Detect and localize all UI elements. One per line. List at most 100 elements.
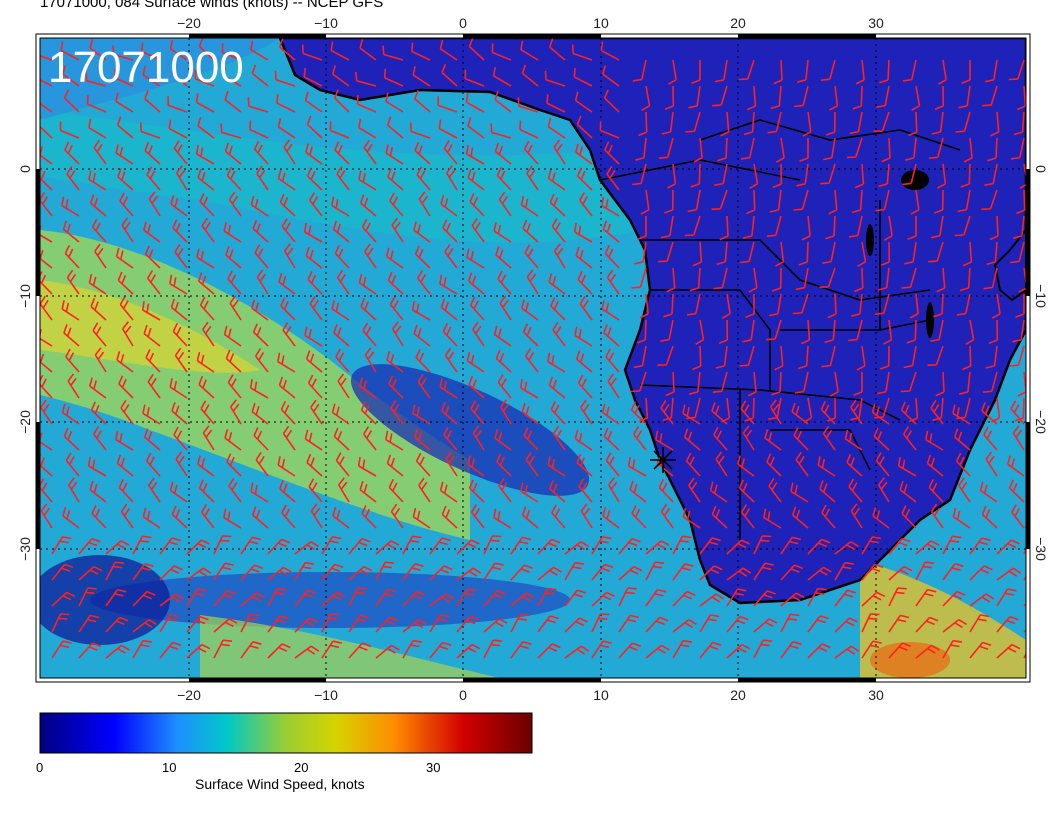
wind-barb-icon bbox=[933, 293, 944, 318]
lat-tick-left: 0 bbox=[17, 165, 33, 173]
wind-barb-icon bbox=[78, 537, 101, 555]
wind-barb-icon bbox=[252, 323, 269, 347]
wind-barb-icon bbox=[632, 163, 647, 186]
wind-barb-icon bbox=[360, 297, 377, 321]
wind-barb-icon bbox=[143, 324, 161, 347]
wind-barb-icon bbox=[119, 296, 134, 321]
wind-barb-icon bbox=[952, 404, 971, 425]
wind-barb-icon bbox=[591, 591, 616, 607]
wind-barb-icon bbox=[304, 326, 323, 347]
wind-barb-icon bbox=[792, 293, 809, 315]
wind-barb-icon bbox=[726, 643, 751, 659]
wind-barb-icon bbox=[1015, 294, 1025, 318]
wind-barb-icon bbox=[310, 399, 323, 425]
wind-barb-icon bbox=[253, 427, 269, 451]
wind-barb-icon bbox=[798, 241, 809, 266]
wind-barb-icon bbox=[229, 295, 242, 321]
wind-barb-icon bbox=[824, 319, 836, 344]
wind-barb-icon bbox=[456, 643, 481, 659]
wind-barb-icon bbox=[935, 371, 945, 397]
wind-barb-icon bbox=[655, 430, 674, 451]
run-id-label: 17071000 bbox=[48, 43, 244, 92]
wind-barb-icon bbox=[937, 59, 947, 85]
wind-barb-icon bbox=[175, 451, 188, 477]
wind-barb-icon bbox=[147, 373, 161, 399]
wind-barb-icon bbox=[267, 615, 289, 633]
wind-barb-icon bbox=[443, 426, 458, 451]
wind-barb-icon bbox=[564, 589, 587, 607]
wind-barb-icon bbox=[456, 567, 482, 581]
wind-barb-icon bbox=[118, 478, 134, 503]
wind-barb-icon bbox=[742, 215, 755, 239]
wind-barb-icon bbox=[687, 189, 701, 213]
wind-barb-icon bbox=[330, 41, 350, 61]
wind-barb-icon bbox=[89, 377, 107, 399]
wind-barb-icon bbox=[932, 397, 944, 422]
wind-barb-icon bbox=[361, 218, 377, 243]
wind-barb-icon bbox=[577, 271, 593, 295]
wind-barb-icon bbox=[791, 506, 809, 529]
wind-barb-icon bbox=[105, 616, 129, 633]
wind-barb-icon bbox=[202, 425, 215, 451]
wind-barb-icon bbox=[359, 194, 377, 217]
wind-barb-icon bbox=[429, 641, 452, 659]
wind-barb-icon bbox=[310, 503, 323, 529]
wind-barb-icon bbox=[443, 140, 458, 165]
wind-barb-icon bbox=[774, 345, 784, 371]
wind-barb-icon bbox=[169, 378, 188, 399]
wind-barb-icon bbox=[499, 295, 512, 321]
wind-barb-icon bbox=[684, 215, 701, 237]
wind-barb-icon bbox=[564, 561, 585, 581]
wind-barb-icon bbox=[88, 170, 107, 191]
lake-victoria bbox=[901, 170, 929, 190]
wind-barb-icon bbox=[468, 38, 485, 61]
wind-barb-icon bbox=[196, 248, 215, 269]
wind-barb-icon bbox=[63, 324, 80, 347]
wind-barb-icon bbox=[699, 641, 722, 659]
wind-barb-icon bbox=[282, 321, 296, 347]
wind-barb-icon bbox=[306, 453, 323, 477]
wind-barb-icon bbox=[962, 241, 973, 267]
wind-barb-icon bbox=[226, 166, 242, 191]
wind-barb-icon bbox=[442, 219, 458, 243]
wind-barb-icon bbox=[359, 480, 377, 503]
wind-barb-icon bbox=[437, 96, 458, 113]
wind-barb-icon bbox=[627, 456, 647, 477]
lon-tick-top: 0 bbox=[459, 15, 467, 31]
wind-barb-icon bbox=[335, 452, 350, 477]
wind-barb-icon bbox=[564, 617, 588, 633]
wind-barb-icon bbox=[444, 347, 458, 373]
wind-barb-icon bbox=[497, 270, 512, 295]
wind-barb-icon bbox=[640, 189, 650, 215]
wind-barb-icon bbox=[305, 350, 323, 373]
asterisk-icon bbox=[650, 447, 676, 473]
wind-barb-icon bbox=[875, 189, 890, 212]
wind-barb-icon bbox=[198, 375, 215, 399]
wind-barb-icon bbox=[348, 537, 371, 555]
wind-barb-icon bbox=[605, 348, 620, 373]
wind-barb-icon bbox=[254, 244, 269, 269]
wind-barb-icon bbox=[40, 503, 53, 529]
wind-barb-icon bbox=[329, 121, 350, 139]
wind-barb-icon bbox=[277, 456, 296, 477]
wind-barb-icon bbox=[672, 619, 697, 633]
wind-barb-icon bbox=[250, 482, 269, 503]
wind-barb-icon bbox=[305, 143, 323, 165]
wind-barb-icon bbox=[1010, 241, 1025, 264]
wind-barb-icon bbox=[251, 506, 269, 529]
wind-barb-icon bbox=[498, 191, 512, 217]
wind-barb-icon bbox=[763, 508, 782, 529]
wind-barb-icon bbox=[603, 324, 620, 347]
wind-barb-icon bbox=[143, 428, 161, 451]
wind-barb-icon bbox=[213, 639, 233, 659]
wind-barb-icon bbox=[829, 371, 839, 397]
wind-barb-icon bbox=[140, 122, 161, 139]
wind-barb-icon bbox=[333, 427, 350, 451]
wind-barb-icon bbox=[521, 299, 539, 321]
wind-barb-icon bbox=[402, 535, 422, 555]
wind-barb-icon bbox=[78, 642, 102, 659]
wind-barb-icon bbox=[602, 220, 620, 243]
wind-barb-icon bbox=[224, 90, 242, 113]
wind-barb-icon bbox=[303, 222, 323, 243]
wind-barb-icon bbox=[879, 59, 890, 84]
